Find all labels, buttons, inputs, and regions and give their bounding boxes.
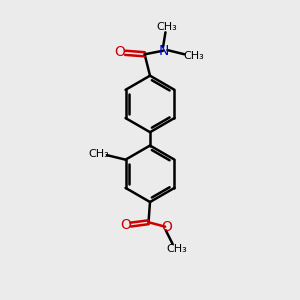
Text: O: O bbox=[120, 218, 131, 232]
Text: CH₃: CH₃ bbox=[88, 149, 109, 159]
Text: O: O bbox=[161, 220, 172, 234]
Text: CH₃: CH₃ bbox=[156, 22, 177, 32]
Text: CH₃: CH₃ bbox=[183, 51, 204, 61]
Text: N: N bbox=[159, 44, 169, 58]
Text: O: O bbox=[115, 45, 125, 59]
Text: CH₃: CH₃ bbox=[167, 244, 188, 254]
